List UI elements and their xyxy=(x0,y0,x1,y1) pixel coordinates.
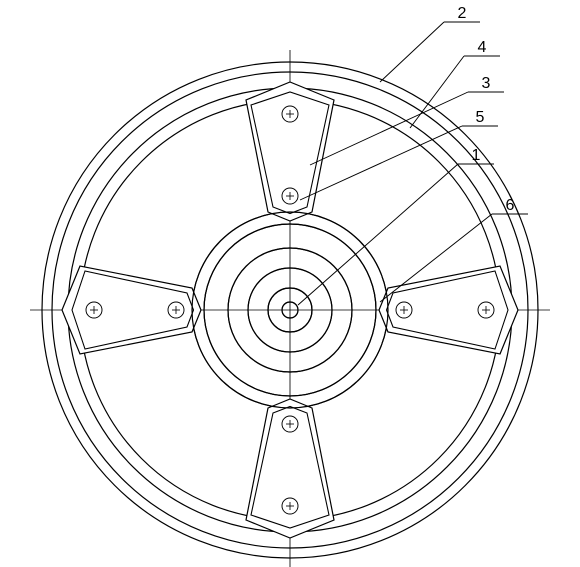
spoke xyxy=(246,399,334,538)
callout: 2 xyxy=(380,5,480,82)
spoke xyxy=(246,82,334,221)
wheel-diagram: 24 3 5 1 6 xyxy=(30,5,550,567)
callout-number: 3 xyxy=(482,75,491,92)
callout-number: 2 xyxy=(458,5,467,22)
spoke xyxy=(62,266,201,354)
callout-number: 6 xyxy=(506,197,515,214)
callout-number: 1 xyxy=(472,147,481,164)
callout-number: 5 xyxy=(476,109,485,126)
spoke xyxy=(379,266,518,354)
callout-number: 4 xyxy=(478,39,487,56)
